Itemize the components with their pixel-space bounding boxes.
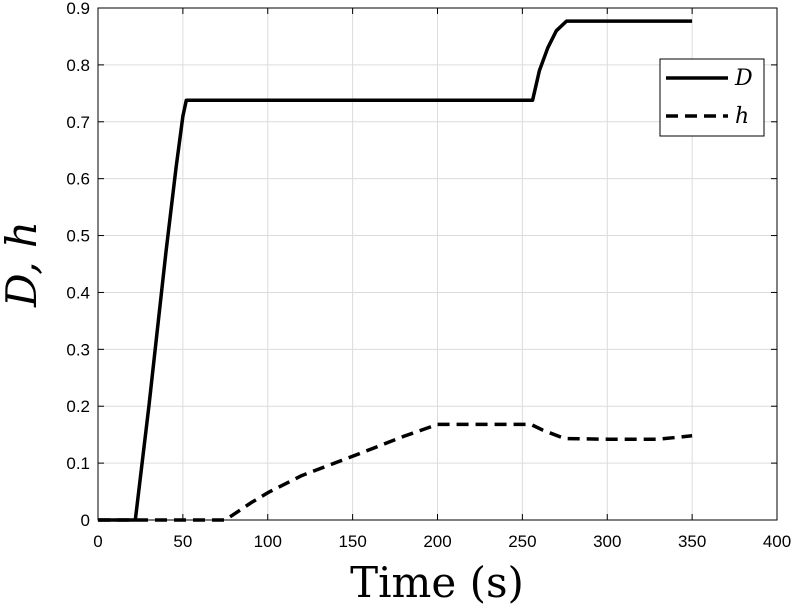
x-tick-label: 100	[254, 532, 282, 551]
axes	[97, 7, 778, 521]
x-tick-labels: 0 50 100 150 200 250 300 350 400	[93, 532, 791, 551]
y-axis-title: D, h	[0, 221, 46, 308]
y-tick-label: 0.8	[66, 56, 90, 75]
x-tick-label: 250	[508, 532, 536, 551]
plot-area-border	[97, 7, 778, 521]
x-tick-label: 300	[593, 532, 621, 551]
legend-label-d: D	[734, 66, 753, 91]
legend: D h	[659, 58, 765, 137]
series-line-d	[98, 19, 693, 522]
y-tick-label: 0	[81, 511, 90, 530]
y-tick-label: 0.4	[66, 283, 90, 302]
x-tick-label: 0	[93, 532, 102, 551]
x-tick-label: 400	[763, 532, 791, 551]
x-tick-label: 150	[338, 532, 366, 551]
series-line-h	[98, 422, 693, 522]
y-tick-label: 0.7	[66, 113, 90, 132]
y-tick-labels: 0 0.1 0.2 0.3 0.4 0.5 0.6 0.7 0.8 0.9	[66, 0, 90, 530]
series-layer	[98, 19, 693, 522]
y-tick-label: 0.6	[66, 170, 90, 189]
y-tick-label: 0.9	[66, 0, 90, 18]
legend-box	[659, 58, 765, 137]
y-tick-label: 0.1	[66, 454, 90, 473]
legend-label-h: h	[735, 104, 749, 129]
y-tick-label: 0.2	[66, 397, 90, 416]
x-tick-label: 50	[173, 532, 192, 551]
y-tick-label: 0.3	[66, 340, 90, 359]
x-axis-title: Time (s)	[350, 558, 524, 607]
x-tick-label: 200	[423, 532, 451, 551]
x-tick-label: 350	[678, 532, 706, 551]
y-tick-label: 0.5	[66, 227, 90, 246]
